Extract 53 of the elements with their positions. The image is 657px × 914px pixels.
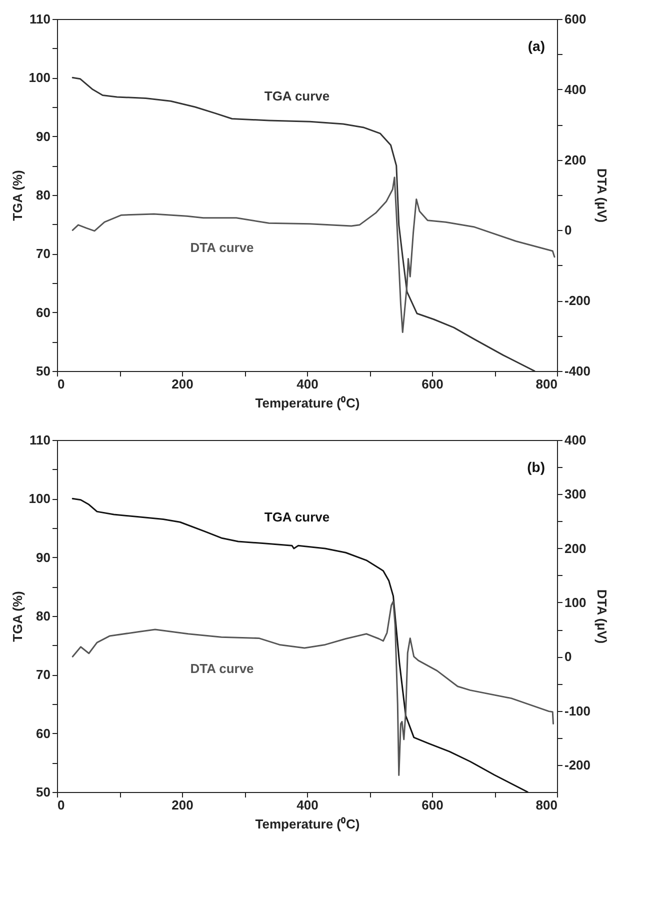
- y2-tick-label: 0: [564, 222, 572, 238]
- x-tick-label: 600: [422, 376, 444, 392]
- y-tick-label: 80: [36, 188, 50, 202]
- y2-tick-label: 600: [564, 12, 586, 26]
- x-tick-label: 400: [296, 376, 318, 392]
- series-label: TGA curve: [264, 509, 330, 524]
- y2-axis-title: DTA (μV): [594, 168, 610, 223]
- y2-tick-label: -200: [564, 757, 591, 772]
- x-tick-label: 600: [422, 798, 444, 812]
- x-tick-label: 0: [58, 376, 65, 392]
- y-tick-label: 90: [36, 128, 50, 144]
- series-label: DTA curve: [190, 660, 254, 676]
- x-tick-label: 200: [172, 798, 194, 812]
- y2-tick-label: -100: [564, 703, 591, 718]
- y2-tick-label: 100: [564, 594, 586, 610]
- y-tick-label: 70: [36, 667, 50, 682]
- y-tick-label: 110: [30, 12, 50, 26]
- line-series: [72, 600, 554, 776]
- y-tick-label: 60: [36, 304, 50, 320]
- y2-tick-label: 400: [564, 82, 586, 97]
- x-tick-label: 400: [296, 798, 318, 812]
- y-tick-label: 60: [36, 726, 50, 741]
- y2-tick-label: 200: [564, 152, 586, 168]
- y2-tick-label: 0: [564, 649, 572, 664]
- y-tick-label: 90: [36, 550, 50, 565]
- y2-tick-label: 200: [564, 540, 586, 556]
- x-axis-title: Temperature (⁰C): [255, 816, 360, 832]
- line-series: [72, 76, 536, 371]
- y2-axis-title: DTA (μV): [594, 589, 610, 644]
- x-tick-label: 200: [172, 376, 194, 392]
- series-label: DTA curve: [190, 240, 254, 255]
- y2-tick-label: 300: [564, 486, 586, 502]
- y-tick-label: 50: [36, 784, 50, 800]
- annotation: (b): [527, 459, 545, 475]
- series-label: TGA curve: [264, 88, 330, 104]
- y2-tick-label: -200: [564, 293, 591, 308]
- line-series: [72, 498, 528, 792]
- y-tick-label: 100: [28, 491, 50, 506]
- y-tick-label: 80: [36, 608, 50, 624]
- y-tick-label: 110: [30, 432, 50, 448]
- y-axis-title: TGA (%): [10, 591, 25, 642]
- y2-tick-label: 400: [564, 432, 586, 448]
- y-tick-label: 50: [36, 364, 50, 378]
- y-tick-label: 100: [28, 70, 50, 86]
- annotation: (a): [528, 38, 545, 54]
- line-series: [72, 176, 556, 334]
- x-tick-label: 0: [58, 798, 65, 812]
- x-axis-title: Temperature (⁰C): [255, 396, 360, 410]
- y-tick-label: 70: [36, 246, 50, 262]
- x-tick-label: 800: [536, 376, 558, 392]
- y-axis-title: TGA (%): [10, 170, 25, 221]
- x-tick-label: 800: [536, 798, 558, 812]
- y2-tick-label: -400: [564, 364, 591, 378]
